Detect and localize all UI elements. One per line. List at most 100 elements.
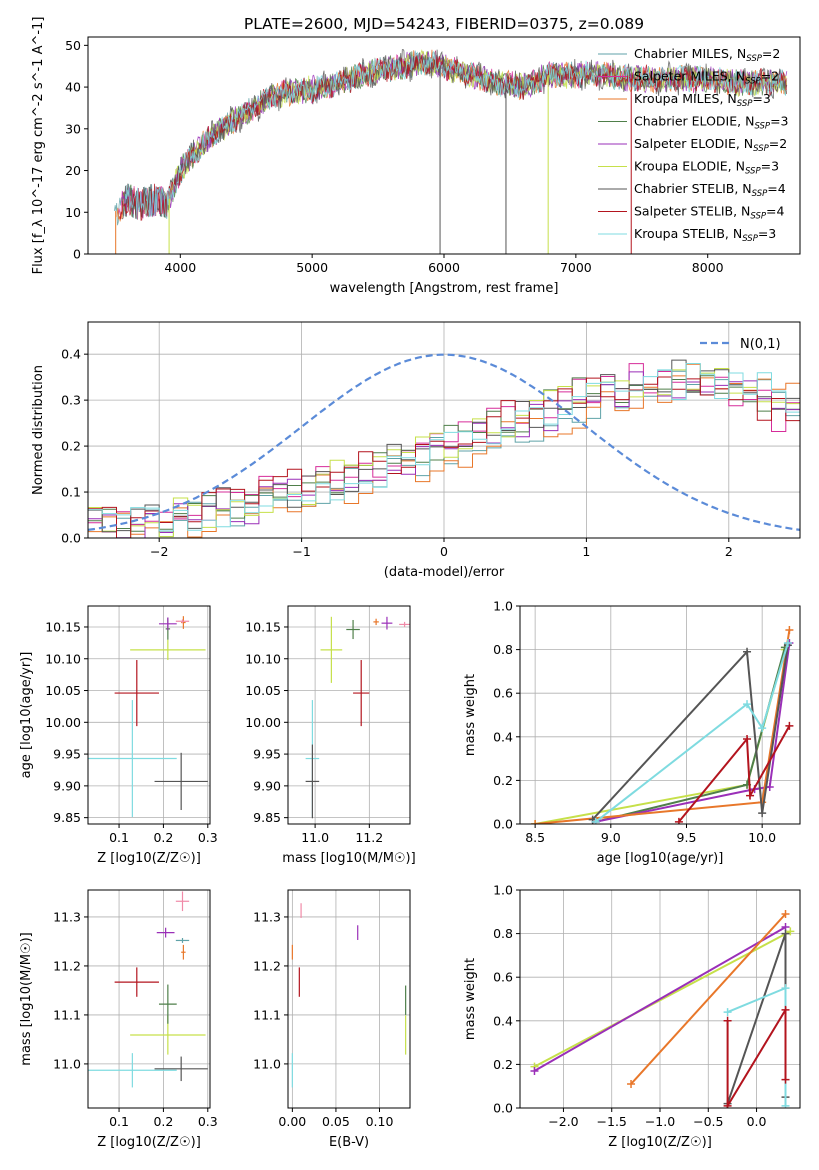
y-tick-label: 40 (65, 80, 81, 95)
y-tick-label: 11.0 (253, 1056, 281, 1071)
weight-marker (785, 625, 794, 634)
weight-marker (723, 1101, 732, 1108)
y-tick-label: 0.3 (61, 393, 81, 408)
x-axis-label: Z [log10(Z/Z☉)] (608, 1135, 712, 1150)
y-tick-label: 1.0 (493, 883, 513, 898)
x-tick-label: 0.00 (278, 1114, 306, 1129)
legend-label: Chabrier STELIB, NSSP=4 (634, 181, 786, 199)
x-tick-label: 0.10 (366, 1114, 394, 1129)
x-axis-label: wavelength [Angstrom, rest frame] (330, 281, 559, 296)
y-axis-label: Normed distribution (31, 365, 46, 495)
x-tick-label: −1 (292, 544, 310, 559)
errorbar-point (175, 619, 190, 624)
y-tick-label: 11.0 (53, 1056, 81, 1071)
weight-marker (786, 927, 795, 936)
weight-line (591, 645, 789, 821)
y-tick-label: 11.1 (53, 1007, 81, 1022)
weight-marker (723, 1016, 732, 1025)
y-tick-label: 0.2 (493, 773, 513, 788)
y-tick-label: 11.3 (53, 909, 81, 924)
x-axis-label: E(B-V) (329, 1135, 369, 1150)
y-tick-label: 0.2 (493, 1057, 513, 1072)
y-tick-label: 10.00 (45, 715, 81, 730)
x-tick-label: 0.1 (109, 1114, 129, 1129)
axes-spine (287, 605, 411, 825)
errorbar-point (399, 621, 410, 627)
errorbar-point (320, 616, 343, 683)
weight-line (630, 913, 787, 1085)
weight-marker (758, 724, 767, 733)
plot-area-mass_vs_Z (88, 891, 208, 1088)
spectrum-line (124, 50, 787, 220)
plot-area-weight_vs_age (531, 625, 794, 824)
y-tick-label: 0.6 (493, 970, 513, 985)
x-axis-label: age [log10(age/yr)] (597, 851, 724, 866)
weight-marker (781, 984, 790, 993)
y-tick-label: 11.2 (253, 958, 281, 973)
panel-weight_vs_Z: −2.0 −1.5 −1.0 −0.5 0.0 0.0 0.2 0.4 0.6 0.8 1.0 Z [… (463, 883, 801, 1150)
y-tick-label: 9.85 (53, 810, 81, 825)
x-tick-label: 0.3 (198, 1114, 218, 1129)
x-tick-label: 9.0 (601, 830, 621, 845)
x-tick-label: 8000 (692, 260, 724, 275)
y-axis-label: mass weight (463, 958, 478, 1040)
panel-age_vs_mass: 11.0 11.2 9.85 9.90 9.95 10.00 10.05 10.10 10.15… (245, 605, 416, 866)
y-tick-label: 10.10 (45, 651, 81, 666)
y-tick-label: 0.4 (493, 729, 513, 744)
y-tick-label: 10.10 (245, 651, 281, 666)
y-tick-label: 0.0 (493, 1101, 513, 1116)
errorbar-point (114, 967, 159, 997)
errorbar-point (353, 660, 370, 727)
x-axis-label: mass [log10(M/M☉)] (282, 851, 415, 866)
legend-label: N(0,1) (740, 337, 781, 352)
y-tick-label: 0.2 (61, 439, 81, 454)
figure-title: PLATE=2600, MJD=54243, FIBERID=0375, z=0… (244, 15, 644, 33)
errorbar-point (158, 617, 177, 631)
y-tick-label: 0.4 (493, 1013, 513, 1028)
y-tick-label: 11.2 (53, 958, 81, 973)
y-tick-label: 11.1 (253, 1007, 281, 1022)
y-tick-label: 30 (65, 121, 81, 136)
x-tick-label: 2 (725, 544, 733, 559)
x-tick-label: −2.0 (548, 1114, 578, 1129)
x-tick-label: 9.5 (677, 830, 697, 845)
x-tick-label: 5000 (296, 260, 328, 275)
weight-line (534, 930, 791, 1068)
axes-spine (287, 889, 411, 1109)
weight-marker (674, 817, 683, 824)
weight-marker (531, 820, 540, 824)
weight-marker (743, 734, 752, 743)
y-tick-label: 0 (73, 247, 81, 262)
weight-marker (781, 1075, 790, 1084)
y-tick-label: 9.85 (253, 810, 281, 825)
x-tick-label: 0.05 (322, 1114, 350, 1129)
x-tick-label: 7000 (560, 260, 592, 275)
x-tick-label: 11.2 (355, 830, 383, 845)
weight-marker (530, 1066, 539, 1075)
weight-marker (746, 791, 755, 800)
weight-line (678, 725, 791, 823)
y-tick-label: 10.00 (245, 715, 281, 730)
errorbar-point (88, 700, 177, 818)
x-tick-label: −1.5 (597, 1114, 627, 1129)
errorbar-point (175, 938, 190, 943)
errorbar-point (114, 660, 159, 727)
errorbar-point (158, 984, 177, 1024)
plot-area-residuals (88, 353, 800, 538)
axes-spine (87, 889, 211, 1109)
y-tick-label: 50 (65, 38, 81, 53)
gaussian-curve (88, 353, 800, 531)
legend-residuals: N(0,1) (700, 337, 781, 352)
y-tick-label: 9.95 (253, 747, 281, 762)
histogram-step (88, 363, 800, 538)
x-tick-label: −1.0 (645, 1114, 675, 1129)
legend-label: Chabrier ELODIE, NSSP=3 (634, 114, 789, 132)
legend-spectrum: Chabrier MILES, NSSP=2 Salpeter MILES, NS… (598, 46, 789, 244)
y-tick-label: 0.0 (61, 531, 81, 546)
y-axis-label: mass [log10(M/M☉)] (19, 932, 34, 1065)
axes-frame-mass_vs_ebv: 0.00 0.05 0.10 11.0 11.1 11.2 11.3 E(B-V) (253, 889, 411, 1150)
y-tick-label: 0.4 (61, 347, 81, 362)
legend-label: Kroupa MILES, NSSP=3 (634, 91, 771, 109)
errorbar-point (381, 616, 393, 630)
weight-line (595, 642, 791, 823)
